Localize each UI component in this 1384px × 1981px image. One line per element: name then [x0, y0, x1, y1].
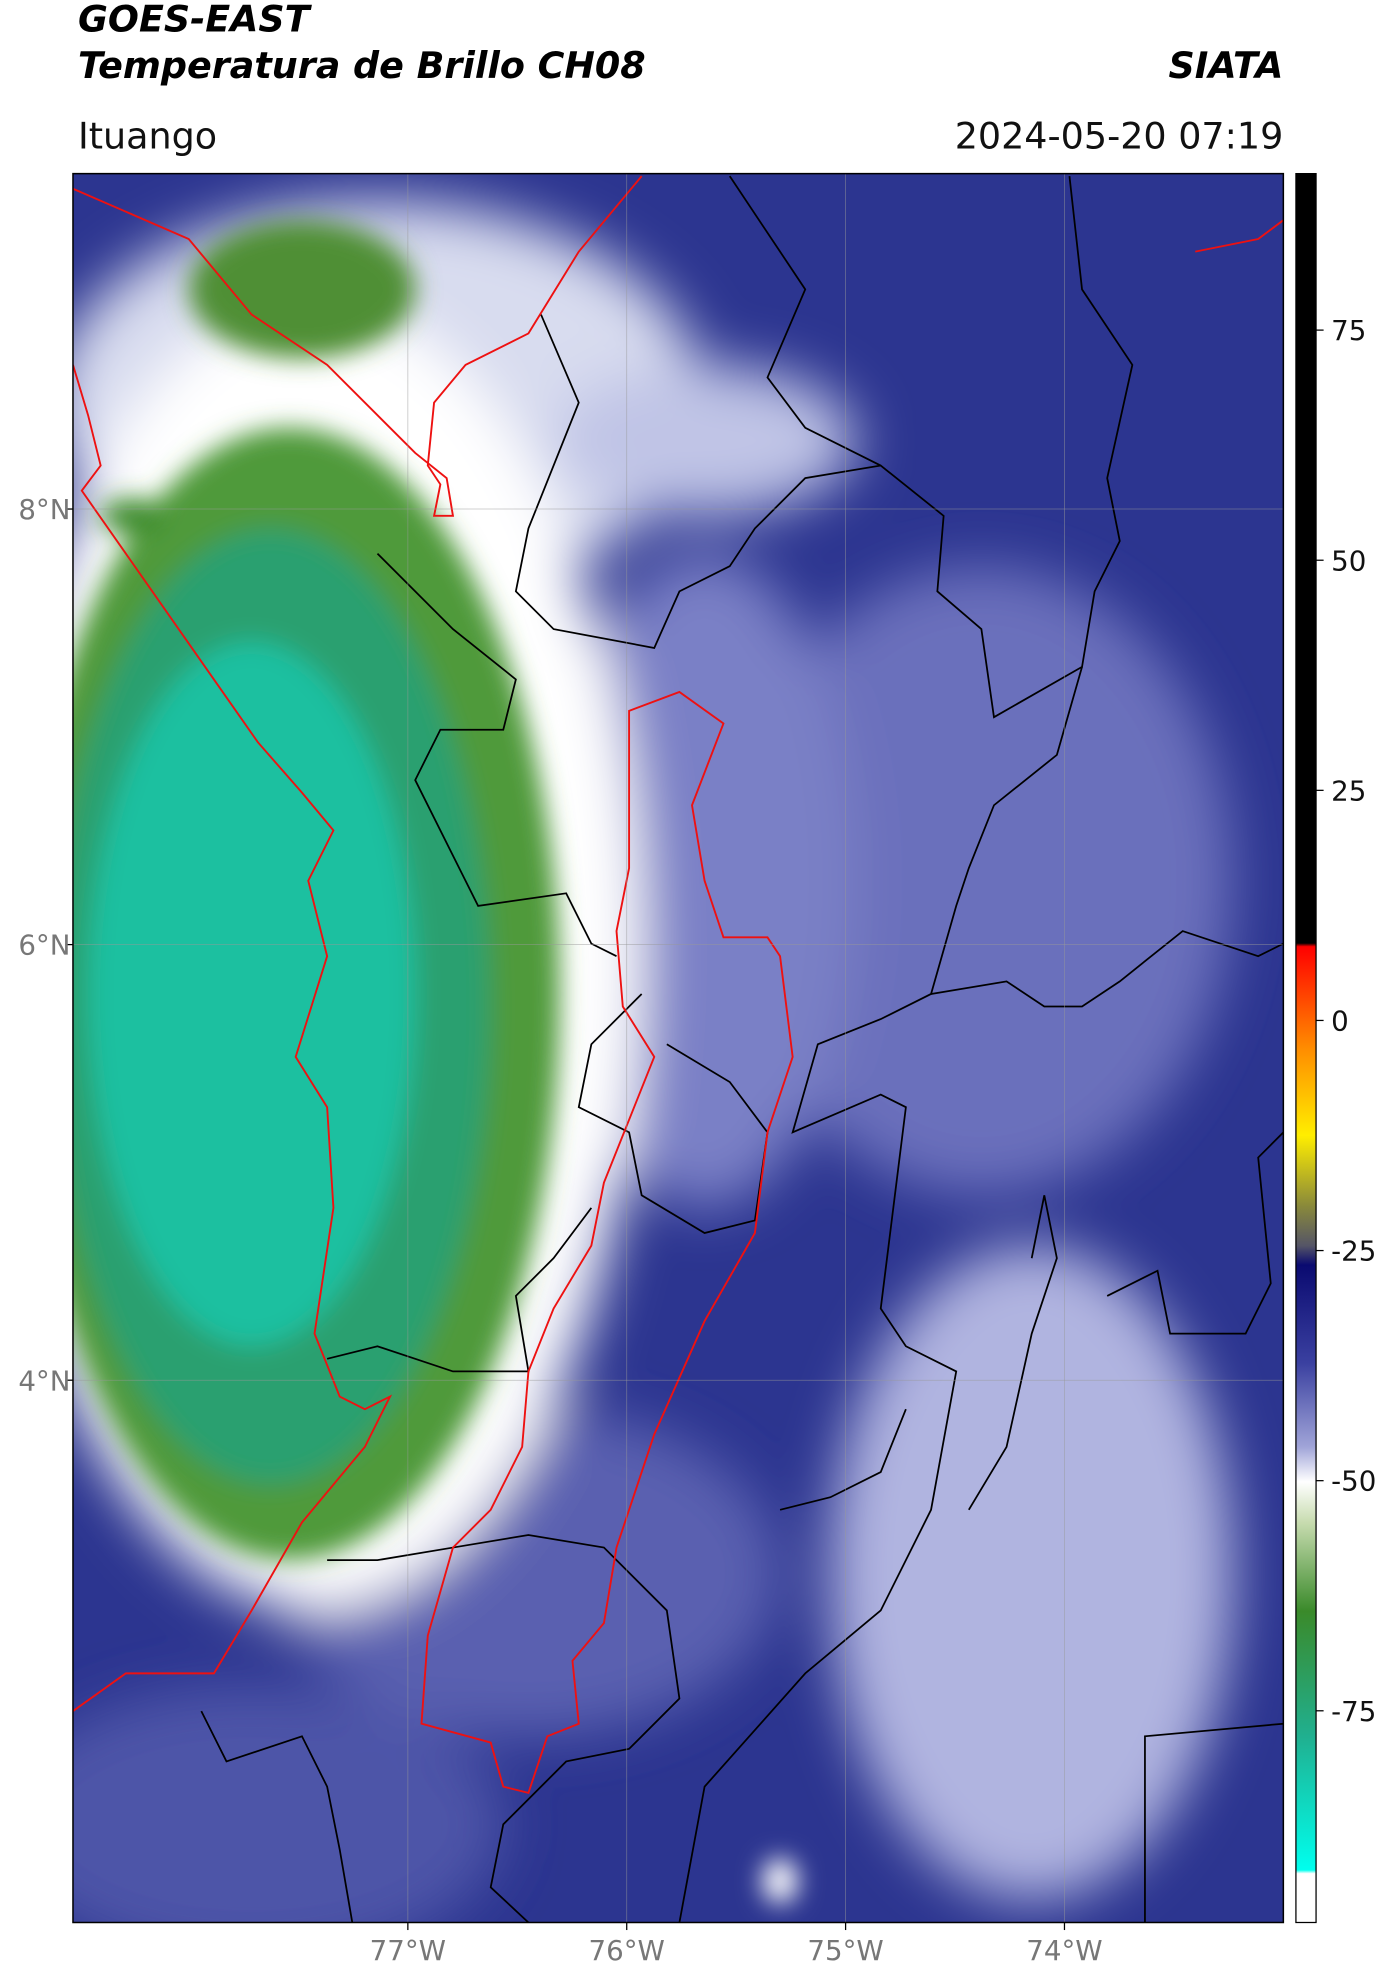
- colorbar-tick-label: 75: [1331, 314, 1366, 347]
- x-tick-label: 76°W: [589, 1934, 665, 1967]
- y-tick-label: 4°N: [18, 1364, 70, 1397]
- colorbar-tick-label: -75: [1331, 1695, 1376, 1728]
- y-tick-label: 8°N: [18, 493, 70, 526]
- x-tick-label: 74°W: [1026, 1934, 1102, 1967]
- x-tick-label: 75°W: [807, 1934, 883, 1967]
- x-tick-label: 77°W: [370, 1934, 446, 1967]
- title: GOES-EAST: [78, 0, 313, 40]
- source: SIATA: [1168, 44, 1283, 87]
- colorbar-tick-label: -50: [1331, 1465, 1376, 1498]
- colorbar: [1295, 172, 1317, 1924]
- colorbar-tick-label: -25: [1331, 1235, 1376, 1268]
- satellite-image: [72, 173, 1284, 1923]
- colorbar-tick-label: 50: [1331, 544, 1366, 577]
- timestamp: 2024-05-20 07:19: [955, 114, 1284, 157]
- subtitle: Temperatura de Brillo CH08: [78, 44, 646, 87]
- ticks: 77°W 76°W 75°W 74°W 8°N 6°N 4°N 75 50 25 0 -25 -50 -7…: [18, 314, 1376, 1967]
- grid: [72, 173, 1284, 1923]
- map-frame: [72, 172, 1285, 1924]
- y-tick-label: 6°N: [18, 929, 70, 962]
- region: Ituango: [78, 114, 217, 157]
- colorbar-tick-label: 25: [1331, 774, 1366, 807]
- colorbar-tick-label: 0: [1331, 1005, 1349, 1038]
